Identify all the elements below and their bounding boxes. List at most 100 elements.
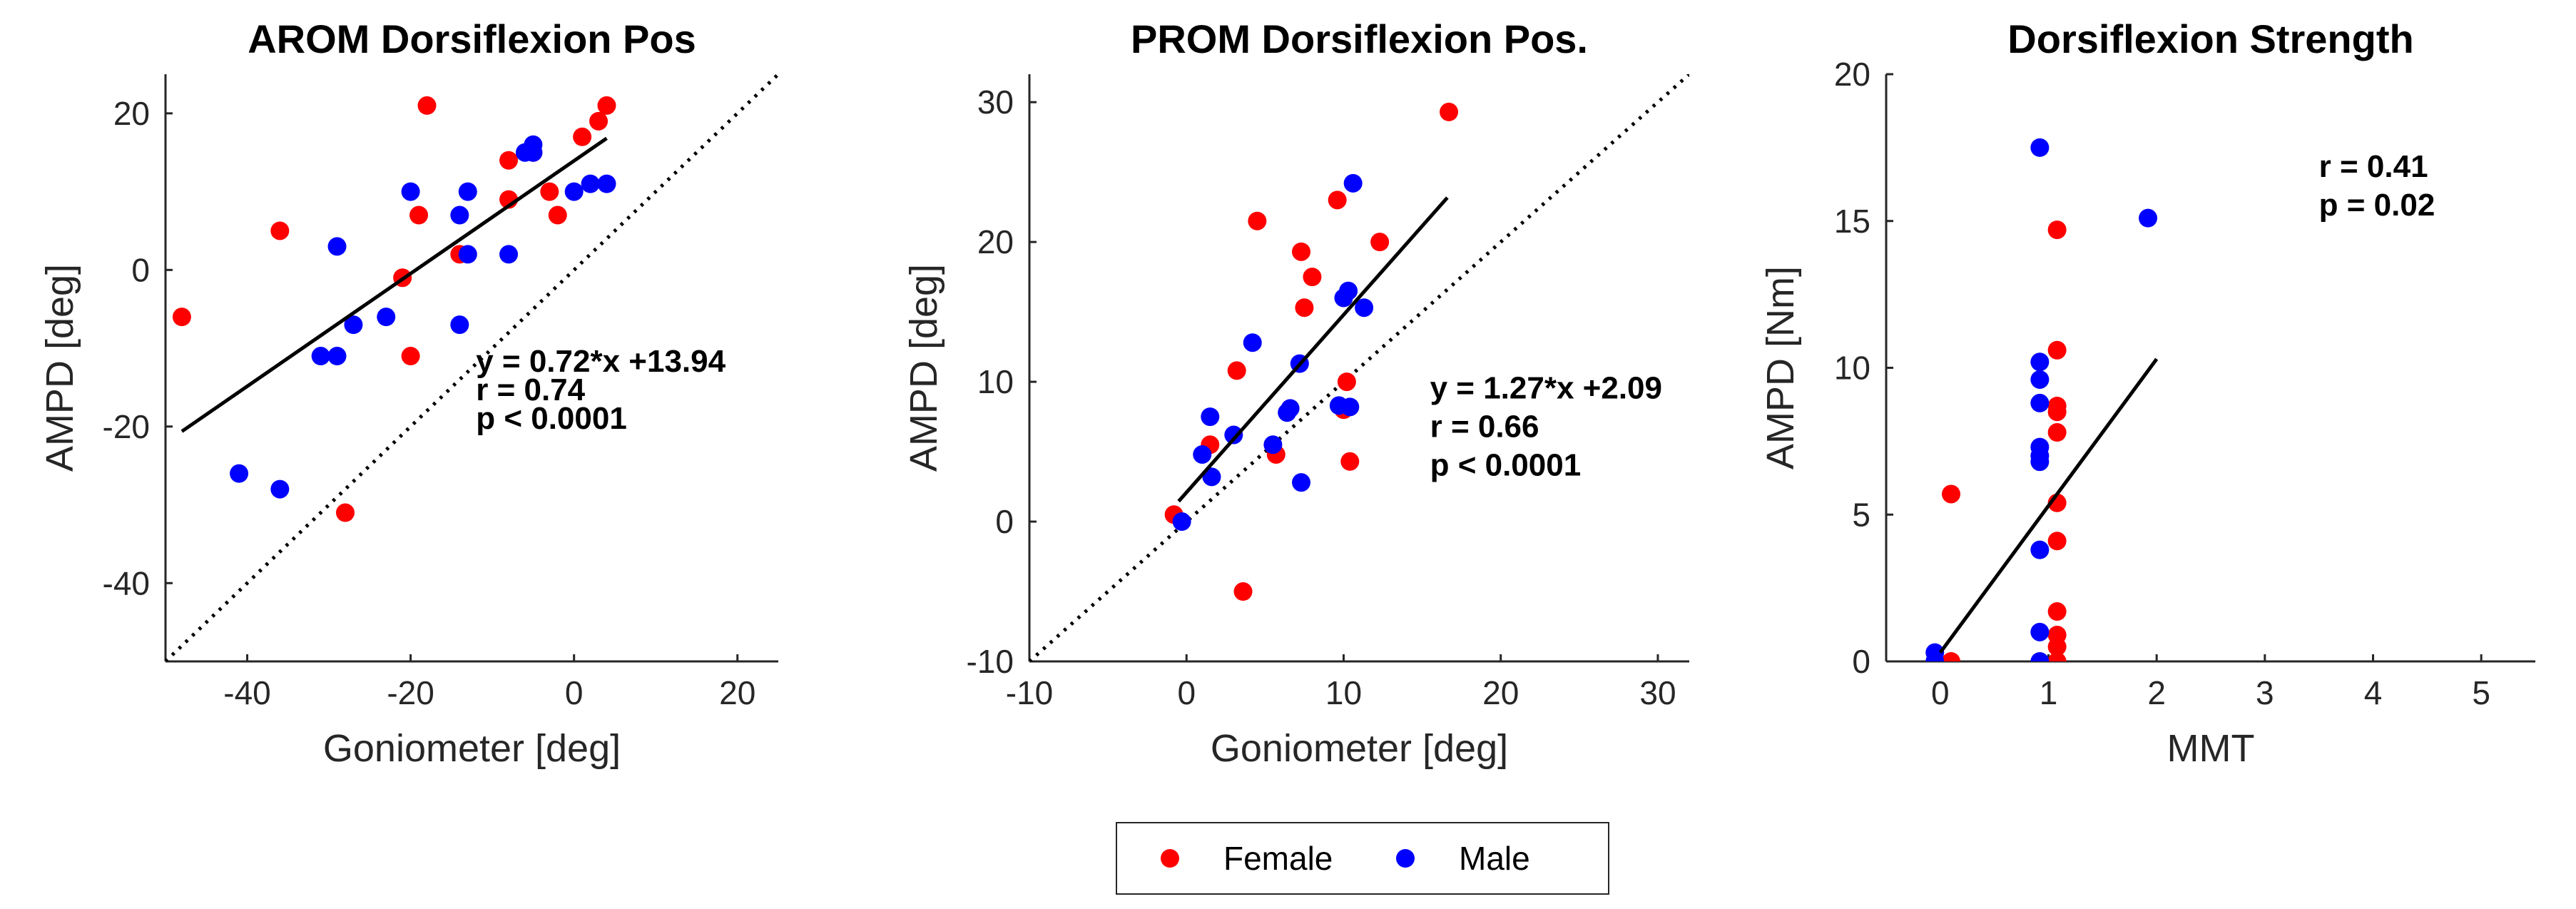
stats-annotation: y = 0.72*x +13.94: [476, 344, 726, 379]
data-point-female: [2047, 532, 2067, 551]
x-tick-label: 0: [1177, 674, 1196, 711]
panel-title: AROM Dorsiflexion Pos: [248, 16, 696, 61]
data-point-female: [1942, 484, 1960, 504]
regression-line: [1938, 357, 2159, 654]
panel-title: PROM Dorsiflexion Pos.: [1131, 16, 1588, 61]
data-point-male: [1925, 652, 1945, 661]
y-tick-label: 10: [977, 363, 1014, 400]
data-point-male: [1202, 467, 1221, 487]
data-point-female: [1292, 242, 1311, 261]
data-point-female: [2047, 602, 2067, 621]
x-tick-label: 1: [2040, 674, 2058, 711]
data-point-male: [230, 464, 249, 483]
data-point-male: [2030, 540, 2050, 559]
data-point-female: [172, 308, 191, 327]
data-point-male: [2030, 652, 2050, 661]
data-point-female: [1337, 372, 1356, 392]
legend-label-male: Male: [1459, 840, 1530, 877]
data-point-male: [1172, 512, 1191, 532]
stats-annotation: y = 1.27*x +2.09: [1430, 371, 1662, 406]
data-point-female: [2047, 637, 2067, 656]
stats-annotation: p < 0.0001: [476, 401, 627, 436]
stats-annotation: r = 0.74: [476, 372, 585, 407]
data-point-male: [1292, 473, 1311, 492]
data-point-female: [2047, 220, 2067, 240]
data-point-female: [409, 205, 429, 225]
x-tick-label: 10: [1325, 674, 1362, 711]
data-point-female: [589, 111, 609, 131]
data-point-female: [401, 347, 420, 366]
data-point-female: [1248, 211, 1267, 230]
legend-marker-female: [1161, 849, 1179, 868]
y-axis-label: AMPD [Nm]: [1759, 266, 1802, 469]
data-point-male: [344, 315, 363, 335]
y-tick-label: -20: [103, 408, 150, 445]
data-point-male: [1355, 298, 1374, 318]
data-point-female: [1227, 361, 1246, 380]
x-axis-label: MMT: [2167, 727, 2255, 770]
data-point-female: [1440, 102, 1459, 121]
y-tick-label: 0: [995, 503, 1014, 540]
data-point-male: [327, 237, 347, 256]
data-point-male: [2030, 138, 2050, 157]
data-point-male: [401, 182, 420, 201]
data-point-female: [270, 221, 290, 240]
plot-area: [1925, 138, 2159, 661]
data-point-male: [450, 205, 469, 225]
data-point-male: [270, 479, 290, 499]
legend-marker-male: [1396, 849, 1415, 868]
y-tick-label: 0: [1852, 643, 1870, 680]
regression-line: [1177, 196, 1449, 503]
stats-annotation: p < 0.0001: [1430, 448, 1582, 483]
data-point-female: [1370, 233, 1390, 252]
y-tick-label: 20: [977, 223, 1014, 260]
y-tick-label: 20: [113, 95, 150, 132]
data-point-female: [597, 96, 616, 115]
data-point-male: [458, 245, 477, 264]
y-axis-label: AMPD [deg]: [39, 264, 81, 472]
legend: Female Male: [1116, 822, 1609, 895]
x-axis-label: Goniometer [deg]: [323, 727, 621, 770]
y-tick-label: 15: [1834, 203, 1870, 240]
data-point-female: [540, 182, 559, 201]
stats-annotation: r = 0.66: [1430, 410, 1539, 445]
data-point-female: [335, 503, 355, 522]
data-point-male: [1281, 399, 1300, 418]
data-point-male: [2030, 452, 2050, 472]
legend-box: [1116, 822, 1609, 895]
y-tick-label: -40: [103, 564, 150, 601]
x-tick-label: 2: [2147, 674, 2166, 711]
data-point-male: [499, 245, 519, 264]
y-axis-label: AMPD [deg]: [902, 264, 945, 472]
panel-arom-dorsiflexion: -40 -20 0 20 -40 -20 0 20 AROM Dorsiflexion Pos G…: [39, 16, 778, 770]
y-tick-label: -10: [967, 643, 1014, 680]
stats-annotation: r = 0.41: [2319, 149, 2428, 184]
data-point-female: [1233, 582, 1253, 601]
y-tick-label: 20: [1834, 56, 1870, 93]
data-point-male: [524, 143, 543, 162]
data-point-female: [1303, 268, 1322, 287]
panel-title: Dorsiflexion Strength: [2007, 16, 2413, 61]
x-tick-label: 0: [565, 674, 584, 711]
x-tick-label: 4: [2364, 674, 2383, 711]
stats-annotation: p = 0.02: [2319, 188, 2435, 223]
data-point-male: [2030, 622, 2050, 641]
x-axis-label: Goniometer [deg]: [1211, 727, 1508, 770]
x-tick-label: -40: [223, 674, 270, 711]
data-point-male: [1340, 397, 1360, 417]
data-point-female: [2047, 340, 2067, 360]
x-tick-label: 20: [1482, 674, 1519, 711]
data-point-male: [597, 174, 616, 193]
x-tick-label: 5: [2472, 674, 2490, 711]
data-point-male: [458, 182, 477, 201]
identity-line: [1029, 74, 1689, 661]
data-point-female: [2047, 423, 2067, 442]
y-tick-label: 30: [977, 83, 1014, 121]
data-point-female: [2047, 402, 2067, 422]
data-point-male: [581, 174, 600, 193]
data-point-male: [1339, 281, 1358, 300]
data-point-female: [1340, 452, 1360, 471]
data-point-male: [2030, 393, 2050, 412]
data-point-female: [1295, 298, 1314, 318]
data-point-male: [2030, 352, 2050, 372]
